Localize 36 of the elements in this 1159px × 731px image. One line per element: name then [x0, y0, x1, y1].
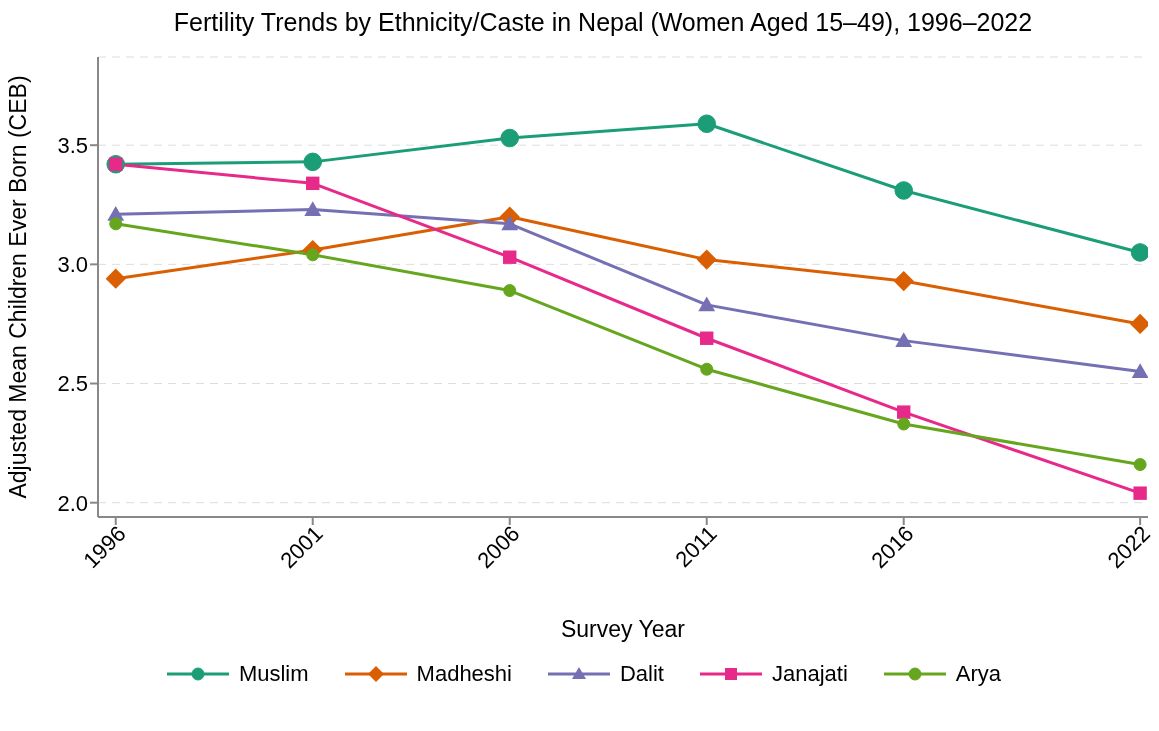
point [894, 181, 914, 200]
point [500, 128, 520, 148]
legend-label: Janajati [771, 661, 848, 687]
point [698, 296, 716, 312]
point [893, 270, 914, 292]
y-tick-label: 3.5 [57, 133, 88, 158]
point [700, 331, 714, 345]
legend-label: Muslim [238, 661, 309, 687]
y-tick-label: 2.0 [57, 490, 88, 516]
y-tick-label: 2.5 [57, 371, 88, 397]
point [697, 114, 717, 134]
point [304, 201, 322, 216]
point [1133, 458, 1147, 472]
point [700, 362, 714, 376]
legend-label: Dalit [619, 661, 664, 687]
legend-label: Madheshi [416, 661, 512, 687]
point [1133, 486, 1147, 500]
legend-label: Arya [955, 661, 1002, 687]
y-tick-label: 3.0 [57, 252, 88, 278]
point [696, 249, 717, 270]
point [501, 215, 519, 231]
x-axis-title: Survey Year [560, 616, 686, 642]
point [109, 217, 123, 231]
point [895, 332, 913, 348]
point [1130, 243, 1148, 262]
point [306, 176, 320, 191]
point [503, 284, 517, 298]
point [1131, 363, 1148, 379]
chart-title: Fertility Trends by Ethnicity/Caste in Nepal (Women Aged 15–49), 1996–2022 [172, 8, 1034, 37]
point [897, 417, 911, 431]
point [306, 248, 320, 262]
point [303, 152, 323, 172]
y-axis-title: Adjusted Mean Children Ever Born (CEB) [5, 75, 32, 499]
point [105, 268, 126, 289]
point [503, 250, 517, 264]
point [897, 405, 911, 419]
